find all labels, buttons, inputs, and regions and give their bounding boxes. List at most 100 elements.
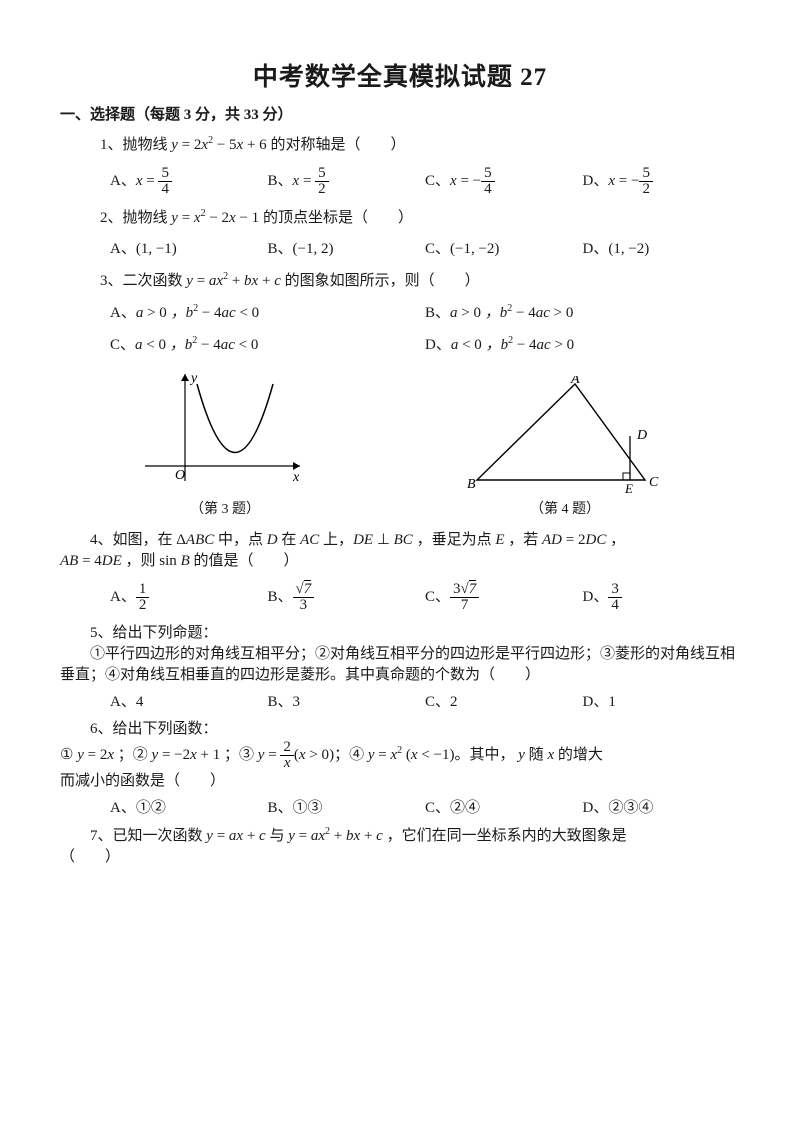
q4-m3: 上， [319,532,353,548]
q1-b-den: 2 [315,182,329,197]
q1-opt-a: A、x = 54 [110,166,268,197]
q6-b-val: ①③ [293,800,323,816]
q6-p3: ；③ [220,747,258,763]
q4-b: B [181,553,190,569]
q6-y: y [518,747,525,763]
q6-line2: ① y = 2x ；② y = −2x + 1 ；③ y = 2x(x > 0)… [60,740,740,771]
q2-formula: y = x2 − 2x − 1 [171,210,259,226]
q1-a-label: A、 [110,173,136,189]
q5-opt-c: C、2 [425,692,583,713]
q4-l2p: 的值是（ ） [190,553,299,569]
q4-ac: AC [300,532,319,548]
q2-d-label: D、 [583,241,609,257]
q5-a-val: 4 [136,694,144,710]
q5-c-label: C、 [425,694,450,710]
q3-opt-a: A、a > 0 ，b2 − 4ac < 0 [110,302,425,324]
q2-d-val: (1, −2) [608,241,649,257]
svg-text:D: D [636,428,647,443]
q5-d-label: D、 [583,694,609,710]
q4-abc: ABC [186,532,214,548]
q5-c-val: 2 [450,694,458,710]
q4-options: A、12 B、√73 C、3√77 D、34 [110,582,740,613]
q4-b-label: B、 [268,589,293,605]
q4-c-den: 7 [450,598,479,613]
q6-line3: 而减小的函数是（ ） [60,771,740,792]
q2-text-post: 的顶点坐标是（ ） [259,210,413,226]
q3-opt-d: D、a < 0 ，b2 − 4ac > 0 [425,334,740,356]
q5-d-val: 1 [608,694,616,710]
q3-opt-b: B、a > 0 ，b2 − 4ac > 0 [425,302,740,324]
q4-c-label: C、 [425,589,450,605]
q1-opt-b: B、x = 52 [268,166,426,197]
page-title: 中考数学全真模拟试题 27 [60,60,740,95]
q6-a-label: A、 [110,800,136,816]
q2-opt-c: C、(−1, −2) [425,239,583,260]
q5-opt-b: B、3 [268,692,426,713]
q2-b-val: (−1, 2) [293,241,334,257]
q4-m5: ，若 [505,532,543,548]
q4-a-label: A、 [110,589,136,605]
q6-opt-a: A、①② [110,798,268,819]
q6-p1: ① [60,747,77,763]
q4-d-num: 3 [608,582,622,598]
q7-line2: （ ） [60,849,120,865]
figures-row: O x y （第 3 题） A B C D E （第 4 题） [60,366,740,520]
q2-c-val: (−1, −2) [450,241,499,257]
q4-d-label: D、 [583,589,609,605]
q4-opt-d: D、34 [583,582,741,613]
q1-d-label: D、 [583,173,609,189]
q3-b-label: B、 [425,305,450,321]
parabola-graph: O x y [135,366,315,496]
q6-options: A、①② B、①③ C、②④ D、②③④ [110,798,740,819]
svg-text:x: x [292,470,300,485]
q1-text-post: 的对称轴是（ ） [267,137,406,153]
figure-3: O x y （第 3 题） [135,366,315,520]
q3-a-label: A、 [110,305,136,321]
q4-pre: 4、如图，在 Δ [60,532,186,548]
q1-b-num: 5 [315,166,329,182]
q4-m2: 在 [278,532,301,548]
problem-3: 3、二次函数 y = ax2 + bx + c 的图象如图所示，则（ ） [100,270,740,292]
q4-opt-c: C、3√77 [425,582,583,613]
q4-a-den: 2 [136,598,150,613]
q6-d-label: D、 [583,800,609,816]
q1-d-num: 5 [639,166,653,182]
q4-de: DE [353,532,373,548]
problem-4: 4、如图，在 ΔABC 中，点 D 在 AC 上，DE ⊥ BC ，垂足为点 E… [60,530,740,572]
q2-a-val: (1, −1) [136,241,177,257]
svg-text:A: A [570,376,580,387]
q4-comma: ， [606,532,625,548]
q7-pre: 7、已知一次函数 [60,828,206,844]
q1-c-label: C、 [425,173,450,189]
problem-2: 2、抛物线 y = x2 − 2x − 1 的顶点坐标是（ ） [100,207,740,229]
q6-opt-d: D、②③④ [583,798,741,819]
q4-m1: 中，点 [214,532,267,548]
q4-bc: BC [394,532,413,548]
svg-text:C: C [649,475,659,490]
q6-b-label: B、 [268,800,293,816]
q6-p7: 的增大 [554,747,603,763]
q1-c-num: 5 [481,166,495,182]
fig4-label: （第 4 题） [465,500,665,520]
q3-options: A、a > 0 ，b2 − 4ac < 0 B、a > 0 ，b2 − 4ac … [110,302,740,356]
q1-d-den: 2 [639,182,653,197]
q4-opt-a: A、12 [110,582,268,613]
q2-b-label: B、 [268,241,293,257]
q2-opt-a: A、(1, −1) [110,239,268,260]
svg-text:O: O [175,468,185,483]
problem-6: 6、给出下列函数： ① y = 2x ；② y = −2x + 1 ；③ y =… [60,719,740,792]
q2-opt-d: D、(1, −2) [583,239,741,260]
q1-b-label: B、 [268,173,293,189]
q6-d-val: ②③④ [608,800,653,816]
q6-line1: 6、给出下列函数： [60,719,740,740]
problem-7: 7、已知一次函数 y = ax + c 与 y = ax2 + bx + c ，… [60,825,740,868]
svg-text:y: y [189,371,198,386]
q7-mid: 与 [266,828,289,844]
problem-1: 1、抛物线 y = 2x2 − 5x + 6 的对称轴是（ ） [100,134,740,156]
q6-p6: 随 [525,747,548,763]
q6-opt-b: B、①③ [268,798,426,819]
q5-options: A、4 B、3 C、2 D、1 [110,692,740,713]
q2-c-label: C、 [425,241,450,257]
q5-b-label: B、 [268,694,293,710]
q2-a-label: A、 [110,241,136,257]
